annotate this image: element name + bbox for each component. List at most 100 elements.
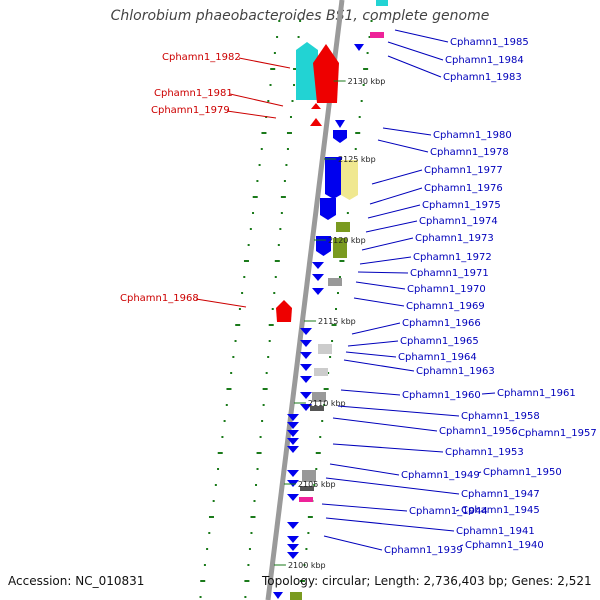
track-tick-mark	[276, 36, 279, 38]
reverse-label-connector	[332, 417, 438, 432]
track-tick-mark	[269, 84, 272, 86]
track-tick-mark	[252, 196, 258, 198]
reverse-gene-yellow	[341, 160, 358, 200]
forward-gene-label: Cphamn1_1968	[120, 293, 199, 304]
track-tick-mark	[274, 276, 277, 278]
reverse-gene-small	[300, 364, 312, 371]
reverse-gene-small	[287, 494, 299, 501]
track-tick-mark	[299, 20, 302, 22]
reverse-gene-label: Cphamn1_1971	[410, 268, 489, 279]
reverse-gene-label: Cphamn1_1966	[402, 318, 481, 329]
forward-gene-1982	[313, 44, 339, 103]
track-tick-mark	[241, 292, 244, 294]
track-tick-mark	[368, 36, 371, 38]
reverse-gene-label: Cphamn1_1939	[384, 545, 463, 556]
reverse-gene-label: Cphamn1_1941	[456, 526, 535, 537]
reverse-gene-small	[287, 536, 299, 543]
reverse-gene-label: Cphamn1_1953	[445, 447, 524, 458]
track-tick-mark	[338, 276, 341, 278]
reverse-gene-olive	[290, 592, 302, 600]
track-tick-mark	[293, 84, 296, 86]
track-tick-mark	[362, 84, 365, 86]
reverse-label-connector	[477, 471, 482, 474]
forward-gene-1981	[311, 103, 321, 109]
track-tick-mark	[247, 564, 250, 566]
track-tick-mark	[277, 244, 280, 246]
track-tick-mark	[230, 372, 233, 374]
track-tick-mark	[286, 148, 289, 150]
reverse-gene-small	[287, 438, 299, 445]
track-tick-mark	[262, 388, 268, 390]
track-tick-mark	[249, 228, 252, 230]
reverse-gene-label: Cphamn1_1958	[461, 411, 540, 422]
reverse-gene-label: Cphamn1_1960	[402, 390, 481, 401]
track-tick-mark	[336, 292, 339, 294]
track-tick-mark	[208, 532, 211, 534]
reverse-gene-label: Cphamn1_1969	[406, 301, 485, 312]
track-tick-mark	[255, 484, 258, 486]
reverse-gene-label: Cphamn1_1957	[518, 428, 597, 439]
track-tick-mark	[278, 20, 281, 22]
reverse-gene-gray	[310, 406, 324, 411]
reverse-label-connector	[387, 41, 444, 61]
track-tick-mark	[214, 484, 217, 486]
track-tick-mark	[303, 564, 306, 566]
track-tick-mark	[267, 356, 270, 358]
track-tick-mark	[291, 100, 294, 102]
track-tick-mark	[250, 516, 256, 518]
reverse-gene-small	[312, 274, 324, 281]
track-tick-mark	[293, 68, 299, 70]
reverse-label-connector	[382, 127, 432, 136]
reverse-gene-magenta	[370, 32, 384, 38]
track-tick-mark	[283, 180, 286, 182]
reverse-gene-label: Cphamn1_1965	[400, 336, 479, 347]
track-tick-mark	[346, 212, 349, 214]
reverse-gene-small	[300, 328, 312, 335]
reverse-gene-small	[287, 422, 299, 429]
track-tick-mark	[221, 436, 224, 438]
track-tick-mark	[315, 452, 321, 454]
track-tick-mark	[268, 324, 274, 326]
track-tick-mark	[279, 228, 282, 230]
reverse-gene-olive	[336, 222, 350, 232]
kbp-tick-label: 2120 kbp	[328, 236, 366, 245]
kbp-tick-label: 2125 kbp	[338, 155, 376, 164]
reverse-gene-small	[300, 376, 312, 383]
reverse-gene-small	[273, 592, 283, 599]
reverse-gene-label: Cphamn1_1978	[430, 147, 509, 158]
track-tick-mark	[225, 404, 228, 406]
reverse-label-connector	[325, 477, 460, 495]
track-tick-mark	[234, 340, 237, 342]
reverse-gene-label: Cphamn1_1973	[415, 233, 494, 244]
track-tick-mark	[329, 356, 332, 358]
reverse-label-connector	[332, 443, 444, 453]
track-tick-mark	[360, 100, 363, 102]
track-tick-mark	[243, 276, 246, 278]
reverse-label-connector	[377, 139, 429, 153]
reverse-label-connector	[329, 463, 400, 476]
track-tick-mark	[247, 244, 250, 246]
reverse-label-connector	[337, 405, 460, 417]
track-tick-mark	[260, 148, 263, 150]
reverse-gene-olive	[333, 238, 347, 258]
reverse-label-connector	[455, 509, 460, 512]
reverse-gene-label: Cphamn1_1961	[497, 388, 576, 399]
track-tick-mark	[285, 164, 288, 166]
track-tick-mark	[212, 500, 215, 502]
forward-gene-cyan	[296, 42, 318, 100]
reverse-gene-label: Cphamn1_1975	[422, 200, 501, 211]
track-tick-mark	[321, 420, 324, 422]
track-tick-mark	[223, 420, 226, 422]
track-tick-mark	[331, 324, 337, 326]
track-tick-mark	[331, 340, 334, 342]
reverse-gene-label: Cphamn1_1940	[465, 540, 544, 551]
track-tick-mark	[262, 404, 265, 406]
track-tick-mark	[363, 68, 369, 70]
reverse-gene-1984	[354, 44, 364, 51]
track-tick-mark	[289, 116, 292, 118]
reverse-gene-small	[287, 552, 299, 559]
reverse-gene-label: Cphamn1_1950	[483, 467, 562, 478]
track-tick-mark	[256, 180, 259, 182]
reverse-gene-gray	[302, 470, 316, 482]
